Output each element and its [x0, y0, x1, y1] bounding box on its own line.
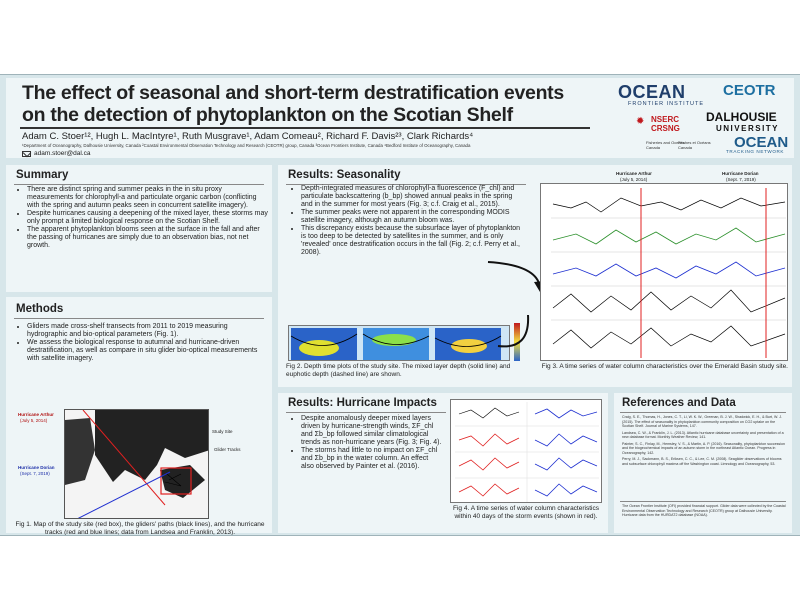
poster-title: The effect of seasonal and short-term de…: [22, 82, 602, 126]
figure-3-graphic: [551, 188, 786, 358]
summary-bullet: The apparent phytoplankton blooms seen a…: [27, 226, 268, 250]
map-label-arthur: Hurricane Arthur: [18, 412, 54, 417]
results-seasonality-panel: Results: Seasonality Depth-integrated me…: [278, 165, 792, 387]
summary-bullet: Despite hurricanes causing a deepening o…: [27, 210, 268, 226]
methods-panel: Methods Gliders made cross-shelf transec…: [6, 297, 272, 536]
nserc-logo: NSERC CRSNG: [651, 115, 680, 133]
title-line-1: The effect of seasonal and short-term de…: [22, 82, 564, 104]
reference-item: Painter, S. C., Finlay, M., Hemsley, V. …: [622, 441, 785, 455]
affiliations: ¹Department of Oceanography, Dalhousie U…: [22, 143, 471, 148]
figure-2-depth-plots: [288, 325, 510, 361]
figure-2-caption: Fig 2. Depth time plots of the study sit…: [286, 363, 511, 378]
reference-list: Craig, S. E., Thomas, H., Jones, C. T., …: [622, 415, 786, 468]
methods-heading: Methods: [16, 303, 64, 315]
author-list: Adam C. Stoer¹², Hugh L. MacIntyre¹, Rut…: [22, 131, 474, 142]
title-line-2: on the detection of phytoplankton on the…: [22, 104, 513, 126]
data-acknowledgement: The Ocean Frontier Institute (OFI) provi…: [622, 504, 786, 517]
figure-4-time-series: [450, 399, 602, 503]
annotation-arrows: [487, 261, 544, 348]
poster: The effect of seasonal and short-term de…: [0, 74, 800, 536]
ofi-logo: OCEAN: [618, 82, 686, 102]
reference-item: Craig, S. E., Thomas, H., Jones, C. T., …: [622, 415, 783, 428]
results-seasonality-rule: [286, 184, 526, 185]
figure-3-time-series: [540, 183, 788, 361]
results-hurricane-heading: Results: Hurricane Impacts: [288, 397, 437, 409]
hurricane-bullet: The storms had little to no impact on ΣF…: [301, 447, 442, 471]
dfo-fr-line-2: Canada: [678, 145, 693, 150]
fig3-label-dorian-date: (Sept. 7, 2019): [726, 177, 756, 182]
references-panel: References and Data Craig, S. E., Thomas…: [614, 393, 792, 533]
map-label-dorian: Hurricane Dorian: [18, 465, 55, 470]
ocean-tracking-logo: OCEAN: [734, 134, 789, 151]
contact-email-row[interactable]: adam.stoer@dal.ca: [22, 150, 90, 157]
poster-header: The effect of seasonal and short-term de…: [6, 78, 794, 158]
summary-heading: Summary: [16, 169, 69, 181]
results-hurricane-panel: Results: Hurricane Impacts Despite anoma…: [278, 393, 608, 533]
study-site-map-graphic: [65, 410, 208, 518]
maple-leaf-icon: ✹: [636, 116, 645, 127]
dalhousie-logo: DALHOUSIE: [706, 110, 777, 124]
references-rule: [620, 412, 786, 413]
references-divider: [620, 501, 786, 502]
map-label-glider-tracks: Glider Tracks: [214, 447, 241, 452]
references-heading: References and Data: [622, 397, 736, 409]
title-divider: [20, 127, 590, 129]
seasonality-bullet: The summer peaks were not apparent in th…: [301, 209, 522, 225]
dfo-fr-line-1: Pêches et Océans: [678, 140, 711, 145]
reference-item: Landsea, C. W., & Franklin, J. L. (2013)…: [622, 430, 784, 440]
map-label-dorian-date: (Sept. 7, 2019): [20, 471, 50, 476]
figure-4-graphic: [455, 402, 599, 502]
methods-bullets: Gliders made cross-shelf transects from …: [18, 323, 268, 363]
dfo-logo-english: Fisheries and Oceans Canada: [646, 140, 685, 150]
seasonality-bullet: Depth-integrated measures of chlorophyll…: [301, 185, 522, 209]
seasonality-bullets: Depth-integrated measures of chlorophyll…: [292, 185, 522, 257]
ceotr-logo: CEOTR: [723, 82, 776, 99]
ocean-tracking-subtitle: TRACKING NETWORK: [726, 149, 785, 154]
map-label-study-site: Study Site: [212, 429, 233, 434]
study-site-map: [64, 409, 209, 519]
crsng-text: CRSNG: [651, 124, 680, 133]
dalhousie-logo-subtitle: UNIVERSITY: [716, 124, 780, 133]
envelope-icon: [22, 150, 31, 157]
dfo-logo-french: Pêches et Océans Canada: [678, 140, 711, 150]
dfo-en-line-2: Canada: [646, 145, 661, 150]
results-hurricane-rule: [286, 412, 446, 413]
ofi-logo-subtitle: FRONTIER INSTITUTE: [628, 101, 705, 107]
hurricane-bullets: Despite anomalously deeper mixed layers …: [292, 415, 442, 471]
methods-rule: [14, 318, 264, 319]
figure-4-caption: Fig 4. A time series of water column cha…: [453, 505, 599, 520]
summary-panel: Summary There are distinct spring and su…: [6, 165, 272, 292]
map-label-arthur-date: (July 5, 2014): [20, 418, 48, 423]
fig3-label-dorian: Hurricane Dorian: [722, 171, 759, 176]
figure-1-caption: Fig 1. Map of the study site (red box), …: [15, 521, 265, 536]
fig3-label-arthur: Hurricane Arthur: [616, 171, 652, 176]
fig3-label-arthur-date: (July 5, 2014): [620, 177, 648, 182]
contact-email[interactable]: adam.stoer@dal.ca: [34, 150, 91, 157]
nserc-text: NSERC: [651, 115, 680, 124]
figure-3-caption: Fig 3. A time series of water column cha…: [541, 363, 788, 370]
figure-2-colorbar: [514, 323, 520, 361]
methods-bullet: Gliders made cross-shelf transects from …: [27, 323, 268, 339]
hurricane-bullet: Despite anomalously deeper mixed layers …: [301, 415, 442, 447]
summary-bullet: There are distinct spring and summer pea…: [27, 186, 268, 210]
reference-item: Perry, M. J., Sackmann, B. S., Eriksen, …: [622, 457, 782, 466]
summary-rule: [14, 184, 264, 185]
summary-bullets: There are distinct spring and summer pea…: [18, 186, 268, 250]
dfo-en-line-1: Fisheries and Oceans: [646, 140, 685, 145]
seasonality-bullet: This discrepancy exists because the subs…: [301, 225, 522, 257]
figure-2-graphic: [290, 328, 502, 360]
methods-bullet: We assess the biological response to aut…: [27, 339, 268, 363]
results-seasonality-heading: Results: Seasonality: [288, 169, 401, 181]
